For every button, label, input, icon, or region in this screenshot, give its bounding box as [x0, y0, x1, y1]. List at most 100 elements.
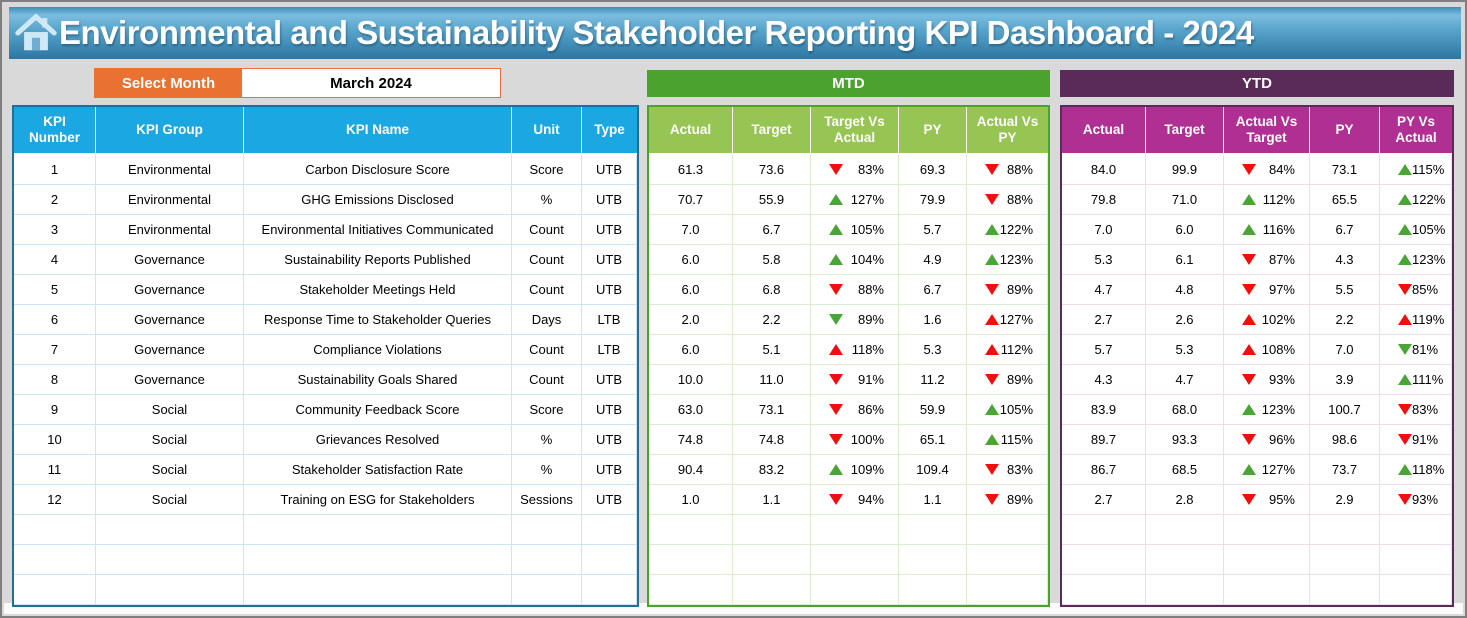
empty-cell: [967, 575, 1048, 605]
empty-cell: [582, 575, 637, 605]
delta-cell: 89%: [811, 305, 899, 335]
table-cell: Social: [96, 455, 244, 485]
empty-cell: [96, 575, 244, 605]
up-arrow-icon: [1242, 404, 1256, 415]
table-cell: 71.0: [1146, 185, 1224, 215]
table-cell: 2.2: [733, 305, 811, 335]
empty-cell: [649, 515, 733, 545]
delta-value: 127%: [999, 312, 1033, 327]
table-cell: Environmental: [96, 155, 244, 185]
empty-cell: [244, 515, 512, 545]
empty-cell: [1146, 545, 1224, 575]
table-cell: 93.3: [1146, 425, 1224, 455]
mtd-banner: MTD: [647, 70, 1050, 97]
table-cell: 7.0: [1062, 215, 1146, 245]
empty-cell: [512, 545, 582, 575]
up-arrow-icon: [829, 224, 843, 235]
column-header: Actual Vs PY: [967, 107, 1048, 155]
table-cell: 84.0: [1062, 155, 1146, 185]
table-cell: Stakeholder Meetings Held: [244, 275, 512, 305]
delta-cell: 115%: [967, 425, 1048, 455]
column-header: Type: [582, 107, 637, 155]
empty-cell: [1380, 575, 1452, 605]
month-value-dropdown[interactable]: March 2024: [242, 69, 500, 97]
table-cell: 1: [14, 155, 96, 185]
table-cell: 5.1: [733, 335, 811, 365]
down-arrow-icon: [829, 314, 843, 325]
table-cell: 12: [14, 485, 96, 515]
table-cell: 4.3: [1062, 365, 1146, 395]
table-cell: 73.1: [1310, 155, 1380, 185]
delta-value: 115%: [1412, 162, 1445, 177]
delta-cell: 97%: [1224, 275, 1310, 305]
down-arrow-icon: [829, 164, 843, 175]
delta-cell: 119%: [1380, 305, 1452, 335]
empty-cell: [811, 575, 899, 605]
down-arrow-icon: [829, 284, 843, 295]
delta-value: 123%: [999, 252, 1033, 267]
table-cell: 74.8: [733, 425, 811, 455]
table-cell: 73.1: [733, 395, 811, 425]
delta-value: 93%: [1412, 492, 1439, 507]
up-arrow-icon: [1398, 464, 1412, 475]
table-cell: Sustainability Reports Published: [244, 245, 512, 275]
delta-value: 127%: [1261, 462, 1295, 477]
table-cell: 5: [14, 275, 96, 305]
table-cell: 83.2: [733, 455, 811, 485]
table-cell: 2.2: [1310, 305, 1380, 335]
delta-cell: 118%: [1380, 455, 1452, 485]
page-title: Environmental and Sustainability Stakeho…: [59, 14, 1254, 51]
table-cell: 83.9: [1062, 395, 1146, 425]
delta-value: 88%: [1006, 162, 1033, 177]
table-cell: 1.1: [899, 485, 967, 515]
table-cell: 6.0: [649, 245, 733, 275]
up-arrow-icon: [1398, 164, 1412, 175]
ytd-banner: YTD: [1060, 70, 1454, 97]
delta-value: 118%: [851, 342, 884, 357]
table-cell: Governance: [96, 365, 244, 395]
empty-cell: [1310, 545, 1380, 575]
table-cell: LTB: [582, 305, 637, 335]
up-arrow-icon: [1398, 374, 1412, 385]
table-cell: Compliance Violations: [244, 335, 512, 365]
down-arrow-icon: [985, 494, 999, 505]
month-selector: Select Month March 2024: [94, 68, 501, 98]
table-cell: 2.9: [1310, 485, 1380, 515]
table-cell: 4.3: [1310, 245, 1380, 275]
empty-cell: [899, 575, 967, 605]
delta-value: 93%: [1268, 372, 1295, 387]
table-cell: 6.7: [1310, 215, 1380, 245]
column-header: PY Vs Actual: [1380, 107, 1452, 155]
table-cell: 2.7: [1062, 305, 1146, 335]
table-cell: 7.0: [1310, 335, 1380, 365]
table-cell: 6: [14, 305, 96, 335]
table-cell: UTB: [582, 155, 637, 185]
table-cell: Environmental: [96, 185, 244, 215]
delta-value: 105%: [1412, 222, 1446, 237]
table-cell: 59.9: [899, 395, 967, 425]
delta-value: 100%: [850, 432, 884, 447]
home-icon[interactable]: [13, 10, 59, 56]
table-cell: Social: [96, 395, 244, 425]
table-cell: 73.7: [1310, 455, 1380, 485]
delta-cell: 116%: [1224, 215, 1310, 245]
delta-cell: 102%: [1224, 305, 1310, 335]
down-arrow-icon: [829, 494, 843, 505]
delta-cell: 127%: [1224, 455, 1310, 485]
up-arrow-icon: [1398, 314, 1412, 325]
delta-cell: 105%: [967, 395, 1048, 425]
table-cell: Sessions: [512, 485, 582, 515]
down-arrow-icon: [1242, 494, 1256, 505]
column-header: Target: [1146, 107, 1224, 155]
table-cell: UTB: [582, 485, 637, 515]
delta-cell: 89%: [967, 365, 1048, 395]
column-header: PY: [1310, 107, 1380, 155]
delta-value: 88%: [857, 282, 884, 297]
delta-cell: 112%: [967, 335, 1048, 365]
empty-cell: [1146, 575, 1224, 605]
table-cell: 109.4: [899, 455, 967, 485]
table-cell: 1.6: [899, 305, 967, 335]
delta-value: 105%: [850, 222, 884, 237]
table-cell: UTB: [582, 395, 637, 425]
table-cell: UTB: [582, 215, 637, 245]
